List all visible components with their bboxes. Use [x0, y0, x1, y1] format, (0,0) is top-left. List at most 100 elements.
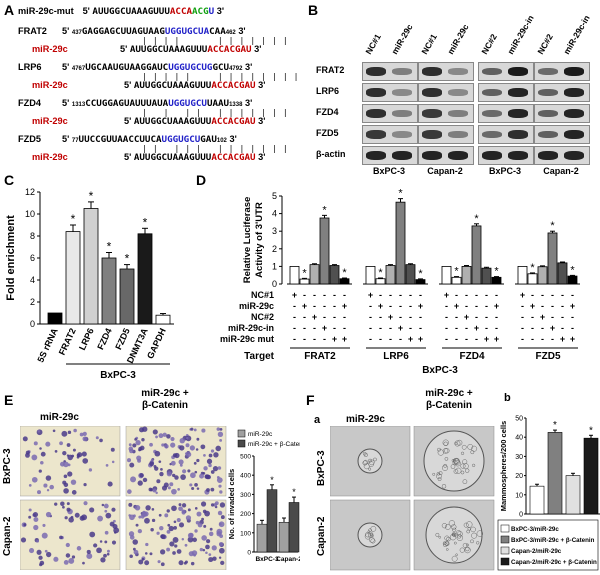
significance-star: *	[125, 252, 130, 266]
stained-cell	[45, 441, 51, 447]
stained-cell	[192, 537, 198, 543]
stained-cell	[67, 471, 73, 477]
sphere-cell	[467, 444, 474, 450]
stained-cell	[216, 427, 221, 431]
bar	[451, 276, 462, 285]
stained-cell	[105, 512, 112, 519]
stained-cell	[178, 506, 183, 512]
blot-band	[482, 130, 502, 139]
stained-cell	[220, 560, 225, 566]
design-sign: -	[369, 301, 372, 311]
stained-cell	[208, 531, 214, 537]
blot-strip	[418, 62, 474, 81]
design-sign: +	[398, 323, 403, 333]
design-sign: -	[369, 334, 372, 344]
utr-pre: UGCAAUGUAAGGAUC	[85, 62, 169, 73]
y-tick-label: 0	[247, 550, 251, 557]
utr-pre: GAGGAGCUUAGUAAG	[81, 26, 165, 37]
stained-cell	[107, 481, 113, 487]
stained-cell	[187, 508, 191, 512]
design-sign: +	[342, 301, 347, 311]
stained-cell	[37, 430, 41, 433]
f-col2-line1: miR-29c +	[425, 388, 473, 399]
blot-band	[448, 151, 468, 160]
mut-seq-black: AUUGGCUAAAGUUU	[92, 6, 170, 17]
group-label: LRP6	[383, 351, 409, 362]
e-row2-label: Capan-2	[2, 516, 13, 556]
stained-cell	[160, 534, 166, 540]
stained-cell	[45, 475, 52, 481]
stained-cell	[82, 431, 87, 436]
mir29c-seq: miR-29c 5' AUUGGCUAAAGUUUACCACGAU 3'	[18, 80, 265, 91]
x-tick-label: 5S rRNA	[35, 326, 60, 364]
stained-cell	[133, 549, 139, 555]
stained-cell	[202, 548, 206, 552]
sphere-cell	[470, 539, 474, 544]
design-sign: -	[455, 323, 458, 333]
gene-label: FZD4	[18, 98, 41, 108]
bar	[583, 437, 599, 515]
blot-row-label: LRP6	[316, 86, 340, 96]
stained-cell	[139, 445, 145, 451]
stained-cell	[96, 547, 102, 554]
stained-cell	[190, 561, 195, 566]
stained-cell	[203, 524, 207, 528]
design-sign: -	[571, 323, 574, 333]
stained-cell	[36, 539, 39, 543]
stained-cell	[176, 517, 181, 523]
target-label: Target	[244, 351, 274, 362]
sphere-cell	[446, 548, 449, 551]
mammosphere	[357, 522, 383, 548]
f-sub-b: b	[504, 392, 511, 404]
design-sign: -	[551, 301, 554, 311]
stained-cell	[150, 458, 154, 462]
bar	[329, 265, 340, 285]
design-sign: -	[521, 312, 524, 322]
design-sign: -	[343, 312, 346, 322]
panel-letter-e: E	[4, 392, 14, 408]
stained-cell	[170, 460, 176, 466]
panel-d: D 0 1 2 3 4 5 Relative Luciferase Activity of 3…	[190, 172, 600, 382]
stained-cell	[72, 448, 76, 452]
y-axis-label: Fold enrichment	[5, 215, 17, 301]
design-sign: -	[293, 312, 296, 322]
stained-cell	[156, 479, 161, 484]
stained-cell	[45, 511, 52, 518]
design-sign: -	[379, 312, 382, 322]
design-sign: -	[379, 334, 382, 344]
mir-seq-red: ACCACGAU	[207, 44, 252, 55]
stained-cell	[170, 436, 175, 442]
utr-seed: UGGUGCUG	[168, 62, 213, 73]
design-sign: -	[455, 334, 458, 344]
chart-f-mammospheres: 0 10 20 30 40 50 Mammospheres/200 cells * * BxPC-…	[497, 416, 600, 571]
blot-band	[508, 109, 528, 118]
legend-label: miR-29c	[248, 431, 273, 438]
stained-cell	[199, 547, 204, 552]
legend-swatch	[500, 535, 510, 544]
y-tick-label: 300	[240, 492, 251, 499]
stained-cell	[101, 503, 105, 507]
x-tick-label: FZD5	[113, 327, 132, 352]
design-sign: -	[379, 323, 382, 333]
five-prime: 5'	[124, 80, 132, 90]
group-label: FZD5	[536, 351, 561, 362]
sphere-cell	[454, 442, 458, 445]
significance-star: *	[530, 262, 535, 274]
design-sign: +	[444, 290, 449, 300]
y-tick-label: 5	[272, 191, 277, 201]
design-sign: +	[570, 301, 575, 311]
sphere-cell	[453, 458, 460, 465]
stained-cell	[141, 511, 148, 518]
blot-cell-label: BxPC-3	[488, 166, 521, 176]
stained-cell	[195, 448, 199, 451]
panel-letter-c: C	[4, 172, 15, 188]
stained-cell	[178, 522, 185, 528]
blot-band	[366, 151, 386, 160]
stained-cell	[82, 458, 89, 464]
x-group-label: BxPC-3	[422, 365, 458, 376]
stained-cell	[218, 542, 224, 547]
design-sign: +	[408, 334, 413, 344]
y-tick-label: 100	[240, 530, 251, 537]
stained-cell	[219, 490, 223, 494]
sphere-cell	[373, 457, 377, 462]
